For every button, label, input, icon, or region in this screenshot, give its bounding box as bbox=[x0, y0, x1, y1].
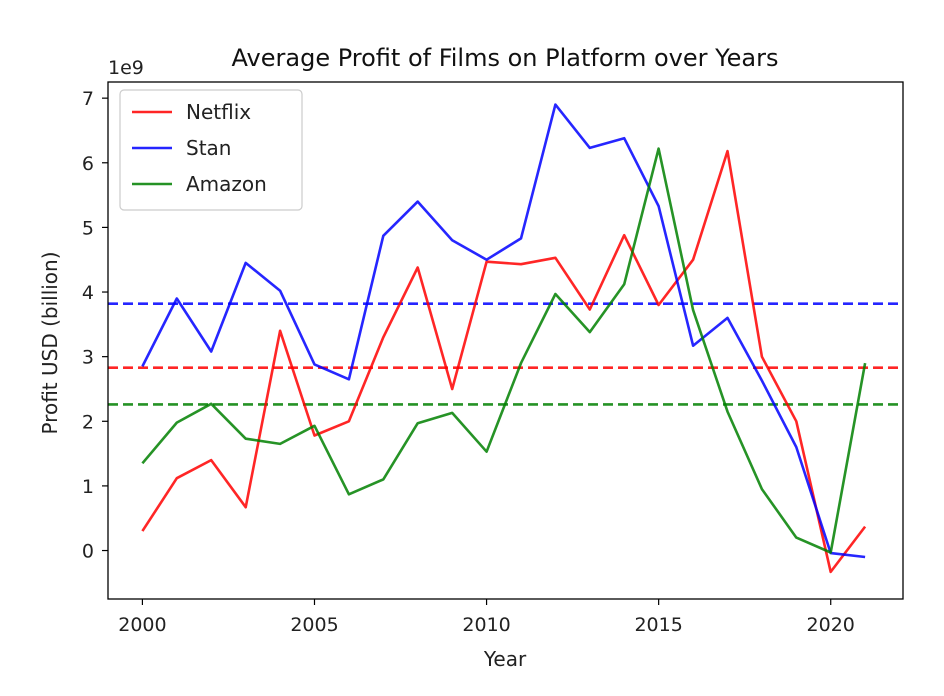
x-tick-label: 2010 bbox=[462, 614, 510, 636]
legend: Netflix Stan Amazon bbox=[119, 89, 303, 211]
y-tick-label: 6 bbox=[82, 153, 94, 175]
y-axis-title: Profit USD (billion) bbox=[38, 251, 62, 434]
series-line-netflix bbox=[141, 149, 867, 574]
x-tick-label: 2020 bbox=[807, 614, 855, 636]
legend-label-netflix: Netflix bbox=[186, 100, 251, 124]
series-line-amazon bbox=[141, 147, 867, 554]
series-line-stan bbox=[141, 103, 866, 559]
y-tick-label: 5 bbox=[82, 217, 94, 239]
y-tick-label: 3 bbox=[82, 347, 94, 369]
chart-title: Average Profit of Films on Platform over… bbox=[232, 44, 779, 72]
legend-box bbox=[119, 89, 303, 211]
axis-ticks: 2000 2005 2010 2015 2020 0 1 2 3 4 5 6 7 bbox=[82, 88, 855, 636]
legend-label-amazon: Amazon bbox=[186, 172, 267, 196]
plot-frame bbox=[107, 81, 904, 600]
x-axis-title: Year bbox=[483, 647, 527, 671]
y-tick-label: 2 bbox=[82, 411, 94, 433]
x-tick-label: 2000 bbox=[118, 614, 166, 636]
y-tick-label: 7 bbox=[82, 88, 94, 110]
x-tick-label: 2015 bbox=[634, 614, 682, 636]
x-tick-label: 2005 bbox=[290, 614, 338, 636]
plot-area bbox=[108, 103, 903, 574]
y-tick-label: 1 bbox=[82, 476, 94, 498]
y-tick-label: 4 bbox=[82, 282, 94, 304]
legend-label-stan: Stan bbox=[186, 136, 231, 160]
y-tick-label: 0 bbox=[82, 541, 94, 563]
y-offset-text: 1e9 bbox=[108, 57, 144, 79]
